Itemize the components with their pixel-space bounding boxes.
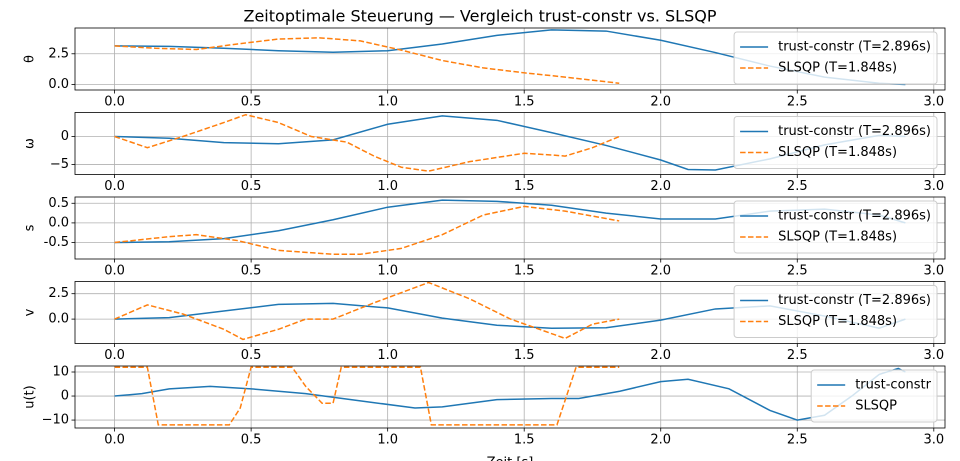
y-tick-label: -0.5 <box>44 235 69 250</box>
x-tick-label: 3.0 <box>923 179 944 194</box>
legend-box <box>810 369 938 423</box>
legend-label: SLSQP <box>855 399 897 414</box>
x-tick-label: 1.0 <box>377 348 398 363</box>
y-tick-label: 0 <box>61 129 69 144</box>
x-axis-label: Zeit [s] <box>487 456 534 461</box>
legend: trust-constr (T=2.896s) SLSQP (T=1.848s) <box>733 31 938 85</box>
x-tick-label: 1.5 <box>514 179 535 194</box>
x-tick-label: 0.0 <box>104 264 125 279</box>
y-axis-label: u(t) <box>23 385 38 408</box>
subplot: 0.0 0.5 1.0 1.5 2.0 2.5 3.0 −5 0 ω trust-constr (T… <box>23 112 946 194</box>
legend-label: trust-constr (T=2.896s) <box>778 209 931 224</box>
x-tick-label: 2.0 <box>650 433 671 448</box>
x-tick-label: 2.5 <box>787 348 808 363</box>
figure-title: Zeitoptimale Steuerung — Vergleich trust… <box>244 7 717 26</box>
x-tick-label: 2.5 <box>787 264 808 279</box>
data-line <box>114 113 620 172</box>
legend-box <box>733 200 938 254</box>
y-tick-label: −5 <box>50 157 69 172</box>
x-tick-label: 2.0 <box>650 95 671 110</box>
x-tick-label: 0.0 <box>104 179 125 194</box>
y-tick-label: 0 <box>61 389 69 404</box>
legend-box <box>733 285 938 338</box>
legend: trust-constr SLSQP <box>810 369 938 423</box>
legend-label: SLSQP (T=1.848s) <box>778 230 897 245</box>
legend-label: trust-constr <box>855 378 931 393</box>
y-tick-label: 0.0 <box>48 77 69 92</box>
legend-box <box>733 116 938 169</box>
y-axis-label: ω <box>23 138 38 149</box>
x-tick-label: 3.0 <box>923 264 944 279</box>
x-tick-label: 1.0 <box>377 95 398 110</box>
data-line <box>114 366 620 426</box>
x-tick-label: 1.0 <box>377 179 398 194</box>
y-tick-label: 2.5 <box>48 286 69 301</box>
data-line <box>114 37 620 84</box>
x-tick-label: 2.5 <box>787 433 808 448</box>
x-tick-label: 0.5 <box>241 348 262 363</box>
x-tick-label: 2.5 <box>787 95 808 110</box>
x-tick-label: 2.5 <box>787 179 808 194</box>
y-axis-label: v <box>23 308 38 316</box>
y-tick-label: 10 <box>52 365 69 380</box>
legend-label: SLSQP (T=1.848s) <box>778 61 897 76</box>
data-line <box>114 205 620 256</box>
x-tick-label: 1.5 <box>514 433 535 448</box>
x-tick-label: 3.0 <box>923 95 944 110</box>
legend-box <box>733 31 938 85</box>
legend-label: trust-constr (T=2.896s) <box>778 40 931 55</box>
x-tick-label: 0.5 <box>241 264 262 279</box>
x-tick-label: 1.5 <box>514 264 535 279</box>
y-tick-label: 0.0 <box>48 215 69 230</box>
x-tick-label: 1.0 <box>377 264 398 279</box>
legend-label: trust-constr (T=2.896s) <box>778 124 931 139</box>
data-line <box>114 367 906 421</box>
x-tick-label: 0.5 <box>241 95 262 110</box>
legend: trust-constr (T=2.896s) SLSQP (T=1.848s) <box>733 200 938 254</box>
x-tick-label: 2.0 <box>650 264 671 279</box>
legend: trust-constr (T=2.896s) SLSQP (T=1.848s) <box>733 116 938 169</box>
axes-frame <box>74 196 946 260</box>
x-tick-label: 1.5 <box>514 95 535 110</box>
axes-frame <box>74 365 946 429</box>
legend-label: trust-constr (T=2.896s) <box>778 293 931 308</box>
x-tick-label: 2.0 <box>650 179 671 194</box>
x-tick-label: 0.5 <box>241 433 262 448</box>
subplot: 0.0 0.5 1.0 1.5 2.0 2.5 3.0 −10 0 10 u(t) Zeit [s] t… <box>23 365 946 461</box>
y-tick-label: −10 <box>42 413 69 428</box>
x-tick-label: 3.0 <box>923 348 944 363</box>
legend-label: SLSQP (T=1.848s) <box>778 145 897 160</box>
subplot: 0.0 0.5 1.0 1.5 2.0 2.5 3.0 0.0 2.5 v trust-constr… <box>23 281 946 363</box>
y-tick-label: 0.5 <box>48 196 69 211</box>
x-tick-label: 3.0 <box>923 433 944 448</box>
axes-frame <box>74 27 946 91</box>
y-axis-label: θ <box>23 55 38 63</box>
y-tick-label: 2.5 <box>48 46 69 61</box>
legend-label: SLSQP (T=1.848s) <box>778 314 897 329</box>
legend: trust-constr (T=2.896s) SLSQP (T=1.848s) <box>733 285 938 338</box>
x-tick-label: 0.0 <box>104 433 125 448</box>
subplot: 0.0 0.5 1.0 1.5 2.0 2.5 3.0 0.0 2.5 θ trust-constr… <box>23 27 946 110</box>
subplot: 0.0 0.5 1.0 1.5 2.0 2.5 3.0 -0.5 0.0 0.5 s trust-co… <box>23 196 946 279</box>
axes-frame <box>74 112 946 175</box>
axes-frame <box>74 281 946 344</box>
data-line <box>114 281 620 341</box>
x-tick-label: 1.5 <box>514 348 535 363</box>
y-tick-label: 0.0 <box>48 312 69 327</box>
x-tick-label: 0.5 <box>241 179 262 194</box>
x-tick-label: 2.0 <box>650 348 671 363</box>
x-tick-label: 1.0 <box>377 433 398 448</box>
y-axis-label: s <box>23 224 38 231</box>
x-tick-label: 0.0 <box>104 348 125 363</box>
x-tick-label: 0.0 <box>104 95 125 110</box>
